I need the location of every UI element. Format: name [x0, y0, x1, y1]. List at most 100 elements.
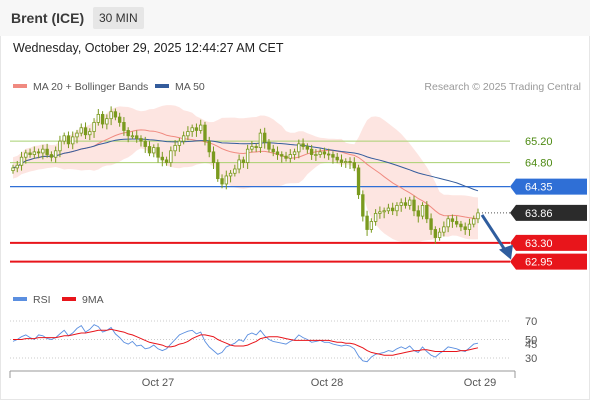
candle-body	[19, 156, 24, 166]
candle	[169, 146, 173, 167]
candle-body	[36, 151, 41, 154]
candle-body	[267, 141, 271, 150]
candle	[467, 218, 472, 236]
candle-body	[58, 140, 62, 152]
candle	[369, 218, 374, 233]
candle-body	[233, 168, 237, 174]
candle	[220, 174, 224, 189]
candle-body	[459, 223, 463, 228]
candle	[45, 143, 49, 158]
candle	[433, 226, 438, 244]
rsi-legend-swatch	[13, 297, 27, 301]
candle	[450, 214, 455, 228]
candle	[288, 149, 292, 163]
candle-body	[169, 150, 173, 163]
level-label-62.95: 62.95	[525, 257, 553, 269]
candle-body	[203, 124, 207, 142]
candle-body	[28, 152, 32, 155]
candle-body	[237, 159, 241, 170]
candle-body	[71, 136, 75, 145]
candle-body	[446, 218, 450, 228]
rsi-tick-30: 30	[525, 353, 537, 365]
candle	[420, 202, 425, 220]
candle-body	[15, 164, 19, 169]
candle-body	[241, 159, 246, 163]
chart-header: Brent (ICE) 30 MIN	[0, 0, 590, 36]
candle	[390, 202, 395, 216]
rsi-ma-legend-label: 9MA	[82, 294, 104, 306]
candle-body	[301, 143, 305, 147]
projection-arrow-head	[499, 244, 513, 260]
candle-body	[250, 146, 254, 150]
level-label-63.30: 63.30	[525, 238, 553, 250]
candle	[386, 203, 391, 214]
level-badge-bg	[510, 204, 587, 221]
candle	[403, 197, 408, 209]
candle	[309, 144, 314, 160]
candle	[130, 131, 135, 140]
candle	[382, 207, 386, 219]
candle	[203, 121, 207, 146]
credit-label: Research © 2025 Trading Central	[424, 81, 581, 93]
rsi-tick-70: 70	[525, 316, 537, 328]
candle-body	[292, 151, 297, 155]
candle	[113, 108, 118, 121]
candle-body	[365, 215, 369, 230]
projection-arrow-shaft	[480, 214, 508, 253]
candle	[160, 151, 164, 167]
candle	[446, 215, 450, 233]
candle	[156, 143, 160, 163]
candle-body	[147, 146, 152, 154]
candle-body	[386, 207, 391, 212]
candle-body	[258, 132, 263, 148]
candle	[280, 151, 284, 163]
candle	[66, 131, 71, 149]
candle	[207, 136, 211, 158]
candle-body	[450, 218, 455, 222]
candle	[36, 148, 41, 159]
candle	[463, 222, 467, 235]
candle	[301, 138, 305, 150]
candle	[181, 131, 186, 145]
candle-body	[92, 122, 96, 132]
candle-body	[271, 148, 275, 153]
candle	[292, 148, 297, 160]
candle-body	[454, 221, 459, 225]
candle	[237, 154, 241, 174]
candle	[100, 111, 105, 129]
level-badge-64.35: 64.35	[510, 178, 587, 195]
candle-body	[395, 204, 399, 212]
candle-body	[75, 132, 79, 138]
candle	[83, 122, 88, 140]
level-badge-63.30: 63.30	[510, 234, 587, 251]
candle-body	[177, 140, 182, 146]
instrument-title: Brent (ICE)	[11, 10, 85, 26]
timeframe-badge[interactable]: 30 MIN	[93, 7, 144, 29]
candle	[254, 143, 258, 152]
candle-body	[152, 147, 156, 154]
candle	[318, 148, 322, 158]
candle-body	[45, 148, 49, 155]
candle	[365, 210, 369, 236]
candle-body	[113, 111, 118, 118]
candle	[143, 136, 147, 153]
candle	[24, 149, 28, 164]
candle-body	[143, 140, 147, 147]
candle	[297, 139, 301, 159]
candle	[305, 143, 310, 154]
candle	[62, 132, 66, 145]
candle-body	[160, 156, 164, 161]
candle	[472, 215, 476, 228]
candle-body	[49, 154, 54, 158]
candle-body	[32, 151, 37, 155]
candle-body	[254, 146, 258, 148]
candle	[58, 135, 62, 158]
candle-body	[135, 135, 139, 139]
level-label-65.20: 65.20	[525, 136, 553, 148]
candle	[250, 141, 254, 153]
candle	[275, 146, 280, 160]
candle-body	[339, 159, 344, 163]
candle	[53, 146, 58, 163]
candle-body	[352, 162, 356, 169]
candle	[327, 148, 331, 160]
